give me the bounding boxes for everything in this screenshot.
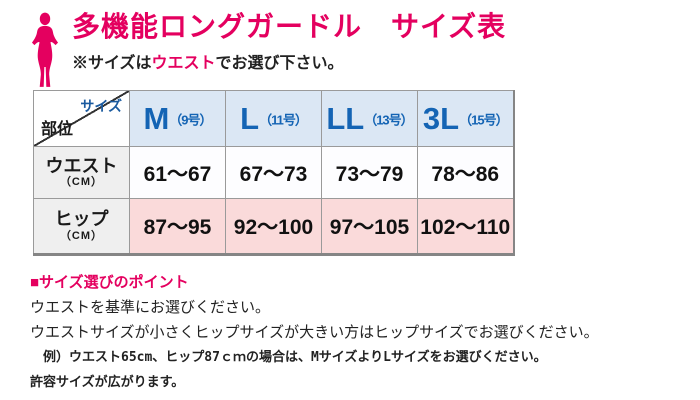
diagonal-divider	[34, 91, 129, 146]
hip-value-3l: 102～110	[417, 198, 514, 255]
column-header-l: L（11号）	[225, 90, 322, 147]
size-letter: L	[240, 100, 260, 136]
size-number: （13号）	[364, 112, 413, 127]
header-text: 多機能ロングガードル サイズ表 ※サイズはウエストでお選び下さい。	[72, 10, 506, 73]
size-number: （15号）	[459, 112, 508, 127]
note-line-2: ウエストサイズが小さくヒップサイズが大きい方はヒップサイズでお選びください。	[30, 324, 599, 341]
subtitle-prefix: ※サイズは	[72, 54, 152, 72]
waist-value-ll: 73～79	[321, 146, 418, 199]
row-unit: （CM）	[59, 229, 104, 242]
row-header-waist: ウエスト （CM）	[33, 146, 130, 199]
table-header-row: サイズ 部位 M（9号） L（11号） LL（13号） 3L（15号）	[33, 90, 514, 147]
page-header: 多機能ロングガードル サイズ表 ※サイズはウエストでお選び下さい。	[28, 10, 506, 93]
size-letter: 3L	[422, 100, 460, 136]
subtitle-highlight: ウエスト	[151, 54, 216, 72]
table-row-hip: ヒップ （CM） 87～95 92～100 97～105 102～110	[33, 198, 514, 255]
waist-value-m: 61～67	[129, 146, 226, 199]
column-header-3l: 3L（15号）	[417, 90, 514, 147]
waist-value-l: 67～73	[225, 146, 322, 199]
note-line-3: 例）ウエスト65cm、ヒップ87ｃｍの場合は、MサイズよりLサイズをお選びくださ…	[30, 350, 547, 365]
waist-value-3l: 78～86	[417, 146, 514, 199]
table-row-waist: ウエスト （CM） 61～67 67～73 73～79 78～86	[33, 146, 514, 199]
row-unit: （CM）	[59, 176, 104, 189]
hip-value-m: 87～95	[129, 198, 226, 255]
size-letter: LL	[326, 100, 365, 136]
woman-silhouette-icon	[28, 12, 62, 93]
notes-section: ■サイズ選びのポイント ウエストを基準にお選びください。 ウエストサイズが小さく…	[30, 271, 680, 396]
note-line-1: ウエストを基準にお選びください。	[30, 299, 271, 316]
corner-label-size: サイズ	[80, 98, 122, 114]
column-header-ll: LL（13号）	[321, 90, 418, 147]
notes-heading: ■サイズ選びのポイント	[30, 274, 189, 291]
subtitle: ※サイズはウエストでお選び下さい。	[72, 49, 506, 73]
hip-value-ll: 97～105	[321, 198, 418, 255]
corner-label-part: 部位	[41, 121, 74, 138]
size-letter: M	[143, 100, 170, 136]
size-number: （9号）	[169, 112, 212, 127]
hip-value-l: 92～100	[225, 198, 322, 255]
column-header-m: M（9号）	[129, 90, 226, 147]
page-title: 多機能ロングガードル サイズ表	[72, 11, 507, 42]
subtitle-suffix: でお選び下さい。	[215, 54, 344, 72]
size-table: サイズ 部位 M（9号） L（11号） LL（13号） 3L（15号） ウエスト…	[33, 90, 515, 256]
size-number: （11号）	[259, 112, 308, 127]
row-label: ウエスト	[45, 155, 118, 176]
row-header-hip: ヒップ （CM）	[33, 198, 130, 255]
note-line-4: 許容サイズが広がります。	[30, 375, 185, 390]
row-label: ヒップ	[54, 209, 109, 230]
table-corner-cell: サイズ 部位	[33, 90, 130, 147]
